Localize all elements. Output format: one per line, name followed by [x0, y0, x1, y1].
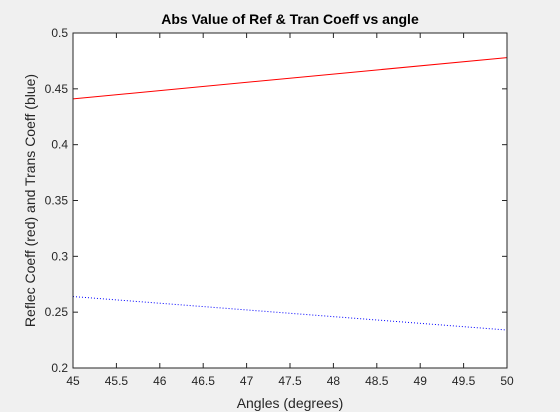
x-tick-label: 47.5: [278, 374, 302, 388]
y-axis-ticks: 0.2 0.25 0.3 0.35 0.4 0.45 0.5: [45, 26, 507, 375]
y-tick-label: 0.2: [51, 361, 68, 375]
y-tick-label: 0.45: [45, 82, 69, 96]
chart-title: Abs Value of Ref & Tran Coeff vs angle: [161, 11, 419, 27]
x-tick-label: 47: [240, 374, 254, 388]
x-tick-label: 49.5: [452, 374, 476, 388]
y-tick-label: 0.3: [51, 249, 68, 263]
x-axis-ticks: 45 45.5 46 46.5 47 47.5 48 48.5 49 49.5 50: [66, 33, 514, 388]
x-tick-label: 48: [327, 374, 341, 388]
x-tick-label: 48.5: [365, 374, 389, 388]
series-line-reflection: [72, 57, 508, 100]
x-tick-label: 50: [500, 374, 514, 388]
y-tick-label: 0.4: [51, 138, 68, 152]
y-tick-label: 0.35: [45, 194, 69, 208]
y-tick-label: 0.25: [45, 305, 69, 319]
x-tick-label: 45.5: [105, 374, 129, 388]
y-axis-label: Reflec Coeff (red) and Trans Coeff (blue…: [22, 74, 38, 327]
x-tick-label: 46: [153, 374, 167, 388]
x-tick-label: 45: [66, 374, 80, 388]
x-axis-label: Angles (degrees): [237, 395, 344, 411]
series-layer: [72, 57, 508, 331]
plot-area: [73, 33, 507, 368]
y-tick-label: 0.5: [51, 26, 68, 40]
x-tick-label: 46.5: [192, 374, 216, 388]
series-line-transmission: [72, 296, 508, 331]
x-tick-label: 49: [414, 374, 428, 388]
